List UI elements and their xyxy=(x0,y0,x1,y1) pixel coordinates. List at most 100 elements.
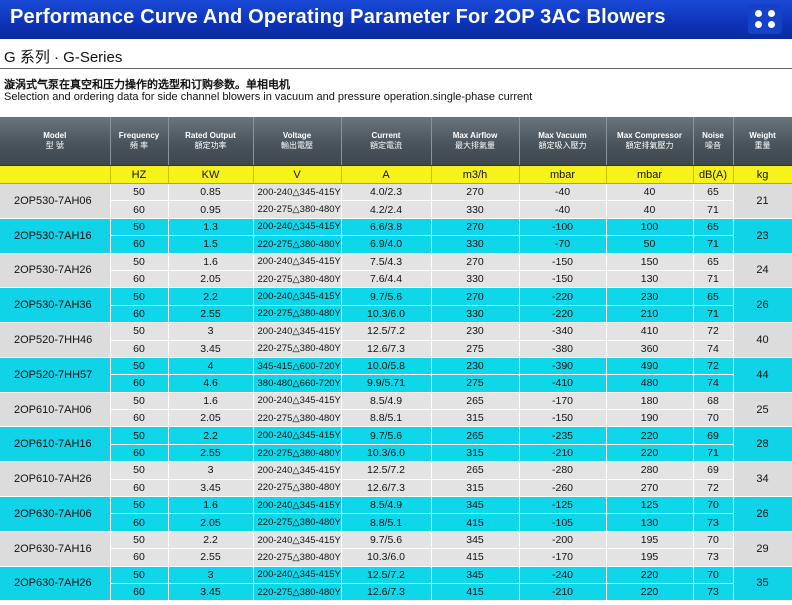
table-cell: 200-240△345-415Y xyxy=(253,287,342,306)
table-cell: 60 xyxy=(110,200,169,219)
table-cell: 2.2 xyxy=(168,426,254,445)
table-cell: 130 xyxy=(606,513,694,532)
table-row: 2OP630-7AH26 50 3 200-240△345-415Y 12.5/7.2 3… xyxy=(0,566,792,602)
description-chinese: 漩涡式气泵在真空和压力操作的选型和订购参数。单相电机 xyxy=(4,79,290,91)
table-cell: 68 xyxy=(693,392,734,411)
table-cell: 60 xyxy=(110,270,169,289)
table-cell: 12.5/7.2 xyxy=(341,566,432,584)
table-cell: 330 xyxy=(431,305,520,324)
table-cell: 74 xyxy=(693,374,734,393)
table-cell: 2.55 xyxy=(168,444,254,463)
weight-cell: 26 xyxy=(733,287,792,324)
table-cell: 6.9/4.0 xyxy=(341,235,432,254)
column-header-cn: 最大排氣量 xyxy=(455,141,495,150)
table-cell: 275 xyxy=(431,340,520,358)
table-cell: -170 xyxy=(519,548,607,567)
column-header: Max Vacuum 額定吸入壓力 xyxy=(519,117,607,166)
table-cell: -220 xyxy=(519,305,607,324)
table-cell: 3 xyxy=(168,322,254,341)
model-cell: 2OP610-7AH06 xyxy=(0,392,111,428)
table-cell: 7.5/4.3 xyxy=(341,253,432,271)
table-row: 60 1.5 220-275△380-480Y 6.9/4.0 330 -70 50 71 xyxy=(0,235,792,254)
table-cell: 73 xyxy=(693,583,734,602)
table-cell: 12.5/7.2 xyxy=(341,322,432,341)
table-cell: -380 xyxy=(519,340,607,358)
table-cell: 72 xyxy=(693,479,734,498)
table-cell: 345 xyxy=(431,531,520,550)
column-header-cn: 重量 xyxy=(754,141,771,150)
table-cell: 150 xyxy=(606,253,694,271)
table-cell: 50 xyxy=(606,235,694,254)
table-cell: 7.6/4.4 xyxy=(341,270,432,289)
table-cell: 270 xyxy=(431,218,520,237)
table-cell: 65 xyxy=(693,287,734,306)
table-cell: 220-275△380-480Y xyxy=(253,583,342,602)
table-cell: -70 xyxy=(519,235,607,254)
table-cell: 60 xyxy=(110,583,169,602)
table-cell: 415 xyxy=(431,513,520,532)
table-cell: -150 xyxy=(519,409,607,428)
table-cell: 50 xyxy=(110,461,169,480)
table-row: 2OP610-7AH06 50 1.6 200-240△345-415Y 8.5/4.9… xyxy=(0,392,792,428)
table-cell: 1.6 xyxy=(168,496,254,515)
table-cell: 12.6/7.3 xyxy=(341,583,432,602)
table-cell: -260 xyxy=(519,479,607,498)
table-cell: 60 xyxy=(110,444,169,463)
table-cell: 9.7/5.6 xyxy=(341,426,432,445)
unit-cell: m3/h xyxy=(431,165,520,184)
column-header-en: Voltage xyxy=(282,131,312,140)
table-cell: 410 xyxy=(606,322,694,341)
table-cell: -280 xyxy=(519,461,607,480)
table-cell: 65 xyxy=(693,183,734,202)
table-row: 60 2.55 220-275△380-480Y 10.3/6.0 315 -210 220… xyxy=(0,444,792,463)
table-cell: 220-275△380-480Y xyxy=(253,270,342,289)
column-header-cn: 型 號 xyxy=(45,141,64,150)
table-cell: 50 xyxy=(110,426,169,445)
table-cell: 60 xyxy=(110,513,169,532)
table-cell: -210 xyxy=(519,444,607,463)
table-cell: 6.6/3.8 xyxy=(341,218,432,237)
description-english: Selection and ordering data for side cha… xyxy=(4,91,533,103)
table-cell: -100 xyxy=(519,218,607,237)
model-cell: 2OP610-7AH16 xyxy=(0,426,111,463)
column-header-en: Rated Output xyxy=(185,131,236,140)
weight-cell: 34 xyxy=(733,461,792,498)
unit-cell: kg xyxy=(733,165,792,184)
unit-cell: mbar xyxy=(606,165,694,184)
table-cell: 0.85 xyxy=(168,183,254,202)
column-header: Max Airflow 最大排氣量 xyxy=(431,117,520,166)
table-cell: 380-480△660-720Y xyxy=(253,374,342,393)
table-cell: -150 xyxy=(519,253,607,271)
column-header-en: Model xyxy=(43,131,67,140)
table-cell: 270 xyxy=(606,479,694,498)
table-cell: 360 xyxy=(606,340,694,358)
table-cell: 265 xyxy=(431,461,520,480)
weight-cell: 26 xyxy=(733,496,792,532)
model-cell: 2OP530-7AH36 xyxy=(0,287,111,324)
table-row: 2OP630-7AH16 50 2.2 200-240△345-415Y 9.7/5.6… xyxy=(0,531,792,567)
table-cell: 125 xyxy=(606,496,694,515)
model-cell: 2OP520-7HH46 xyxy=(0,322,111,358)
table-cell: 60 xyxy=(110,235,169,254)
table-cell: 60 xyxy=(110,548,169,567)
table-cell: 70 xyxy=(693,496,734,515)
table-cell: 480 xyxy=(606,374,694,393)
menu-dot xyxy=(768,10,775,17)
column-header: Max Compressor 額定排氣壓力 xyxy=(606,117,694,166)
table-cell: 50 xyxy=(110,392,169,411)
unit-cell: KW xyxy=(168,165,254,184)
column-header: Frequency 頻 率 xyxy=(110,117,169,166)
column-header: Weight 重量 xyxy=(733,117,792,166)
table-cell: 70 xyxy=(693,409,734,428)
column-header: Rated Output 額定功率 xyxy=(168,117,254,166)
table-cell: 69 xyxy=(693,426,734,445)
four-dot-menu-icon[interactable] xyxy=(748,4,782,34)
weight-cell: 25 xyxy=(733,392,792,428)
table-cell: 490 xyxy=(606,357,694,376)
table-row: 2OP530-7AH06 50 0.85 200-240△345-415Y 4.0/2.… xyxy=(0,183,792,219)
table-cell: 200-240△345-415Y xyxy=(253,253,342,271)
table-cell: 74 xyxy=(693,340,734,358)
table-cell: 4 xyxy=(168,357,254,376)
table-cell: 345 xyxy=(431,566,520,584)
table-cell: 50 xyxy=(110,287,169,306)
